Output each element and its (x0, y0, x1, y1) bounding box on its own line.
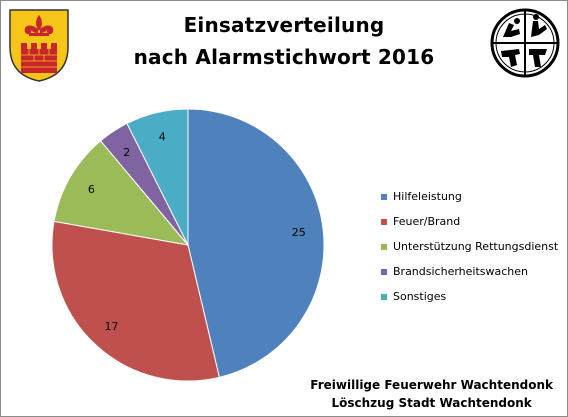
legend-swatch (381, 243, 387, 250)
legend-item-unterst-tzung-rettungsdienst: Unterstützung Rettungsdienst (381, 234, 558, 259)
footer-line-2: Löschzug Stadt Wachtendonk (331, 396, 532, 410)
legend-swatch (381, 268, 387, 275)
legend-label: Brandsicherheitswachen (393, 265, 529, 278)
legend-swatch (381, 193, 387, 200)
pie-slice-sonstiges (126, 108, 189, 246)
legend-item-feuer-brand: Feuer/Brand (381, 209, 558, 234)
legend-swatch (381, 293, 387, 300)
legend-item-hilfeleistung: Hilfeleistung (381, 184, 558, 209)
pie-slice-feuer-brand (51, 220, 220, 382)
fire-brigade-emblem-logo (490, 8, 560, 78)
data-label-hilfeleistung: 25 (292, 226, 306, 239)
chart-title-line-2: nach Alarmstichwort 2016 (133, 45, 435, 69)
footer-line-1: Freiwillige Feuerwehr Wachtendonk (310, 378, 553, 392)
legend-label: Unterstützung Rettungsdienst (393, 240, 559, 253)
pie-slice-unterst-tzung-rettungsdienst (53, 140, 190, 246)
legend-swatch (381, 218, 387, 225)
coat-of-arms-logo (9, 9, 69, 82)
pie-slice-hilfeleistung (187, 108, 325, 378)
legend-item-brandsicherheitswachen: Brandsicherheitswachen (381, 259, 558, 284)
chart-title-line-1: Einsatzverteilung (183, 13, 385, 37)
legend-label: Sonstiges (393, 290, 447, 303)
legend-label: Feuer/Brand (393, 215, 461, 228)
legend-label: Hilfeleistung (393, 190, 462, 203)
data-label-feuer-brand: 17 (104, 320, 118, 333)
data-label-unterst-tzung-rettungsdienst: 6 (88, 183, 95, 196)
chart-legend: Hilfeleistung Feuer/Brand Unterstützung Re… (381, 184, 558, 309)
legend-item-sonstiges: Sonstiges (381, 284, 558, 309)
data-label-brandsicherheitswachen: 2 (123, 146, 130, 159)
footer-credit: Freiwillige Feuerwehr Wachtendonk Löschz… (310, 376, 553, 412)
data-label-sonstiges: 4 (159, 130, 166, 143)
